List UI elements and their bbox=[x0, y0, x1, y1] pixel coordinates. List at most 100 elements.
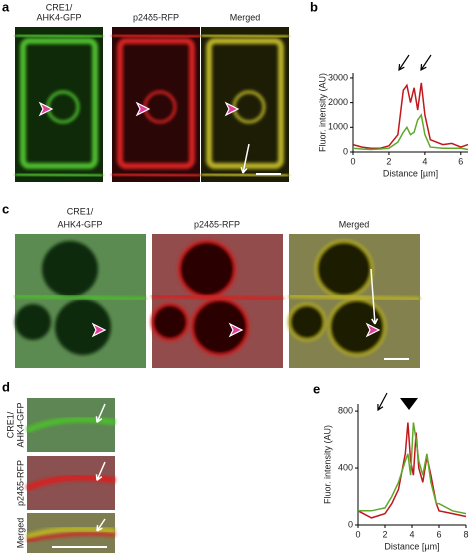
image-title: AHK4-GFP bbox=[15, 402, 25, 447]
x-tick-label: 0 bbox=[350, 156, 355, 166]
cell-wall bbox=[111, 33, 201, 39]
x-tick-label: 2 bbox=[382, 529, 387, 539]
y-tick-label: 1000 bbox=[328, 122, 348, 132]
x-tick-label: 6 bbox=[458, 156, 463, 166]
image-title: Merged bbox=[15, 518, 25, 549]
arrowhead bbox=[228, 322, 244, 338]
cell-wall bbox=[14, 172, 104, 178]
arrow-tip bbox=[96, 524, 103, 532]
membrane bbox=[25, 416, 116, 434]
y-tick-label: 0 bbox=[343, 146, 348, 156]
image-title: CRE1/ bbox=[5, 411, 15, 438]
cell-wall bbox=[200, 33, 290, 39]
cell-wall bbox=[14, 33, 104, 39]
annotation-arrow bbox=[398, 54, 410, 71]
nucleus bbox=[287, 302, 327, 342]
micrograph bbox=[111, 27, 201, 182]
arrowhead bbox=[224, 101, 240, 117]
arrow-tip bbox=[95, 474, 103, 481]
x-tick-label: 4 bbox=[409, 529, 414, 539]
cell-wall bbox=[151, 294, 284, 301]
image-title: AHK4-GFP bbox=[57, 219, 102, 229]
image-bg bbox=[112, 27, 200, 182]
x-tick-label: 0 bbox=[355, 529, 360, 539]
arrow bbox=[370, 268, 376, 325]
image-title: CRE1/ bbox=[67, 206, 94, 216]
image-title: CRE1/ bbox=[46, 2, 73, 12]
arrow bbox=[96, 403, 106, 423]
nucleus bbox=[314, 239, 374, 299]
y-tick-label: 0 bbox=[348, 519, 353, 529]
membrane bbox=[26, 526, 116, 540]
arrow bbox=[96, 461, 106, 481]
y-tick-label: 800 bbox=[338, 405, 353, 415]
micrograph bbox=[287, 234, 421, 368]
arrow-tip bbox=[240, 167, 248, 174]
arrowhead bbox=[38, 101, 54, 117]
cell-wall bbox=[288, 294, 421, 301]
image-bg bbox=[15, 27, 103, 182]
micrograph bbox=[14, 234, 147, 368]
arrow-tip bbox=[371, 318, 379, 325]
series-line bbox=[352, 113, 469, 151]
micrograph bbox=[26, 513, 116, 553]
image-title: p24δ5-RFP bbox=[194, 219, 240, 229]
x-axis-label: Distance [µm] bbox=[383, 168, 438, 178]
series-line bbox=[358, 422, 467, 515]
annotation-arrow-tip bbox=[420, 63, 427, 72]
x-tick-label: 8 bbox=[463, 529, 468, 539]
y-tick-label: 3000 bbox=[328, 72, 348, 82]
micrograph bbox=[150, 234, 284, 368]
x-tick-label: 6 bbox=[436, 529, 441, 539]
panel-label: c bbox=[2, 201, 9, 216]
arrowhead bbox=[135, 101, 151, 117]
arrowhead bbox=[91, 322, 107, 338]
series-line bbox=[352, 82, 469, 150]
cell-wall bbox=[20, 38, 98, 169]
x-tick-label: 4 bbox=[422, 156, 427, 166]
arrowhead bbox=[365, 322, 381, 338]
nucleus bbox=[177, 239, 237, 299]
annotation-arrow-tip bbox=[377, 403, 384, 412]
y-tick-label: 400 bbox=[338, 462, 353, 472]
arrow bbox=[96, 518, 106, 532]
x-axis-label: Distance [µm] bbox=[384, 541, 439, 551]
micrograph bbox=[25, 456, 116, 510]
panel-label: b bbox=[310, 0, 318, 14]
arrow bbox=[242, 143, 250, 174]
y-axis-label: Fluor. intensity (AU) bbox=[322, 425, 332, 504]
cell-wall bbox=[200, 172, 290, 178]
nucleus bbox=[55, 299, 111, 355]
micrograph bbox=[25, 398, 116, 452]
micrograph bbox=[200, 27, 290, 182]
cell-wall bbox=[14, 294, 147, 301]
image-title: Merged bbox=[339, 219, 370, 229]
series-line bbox=[357, 422, 467, 519]
image-title: p24δ5-RFP bbox=[15, 460, 25, 506]
panel-label: a bbox=[2, 0, 10, 14]
micrograph bbox=[14, 27, 104, 182]
nucleus bbox=[327, 297, 387, 357]
x-tick-label: 2 bbox=[386, 156, 391, 166]
annotation-arrow bbox=[420, 54, 432, 71]
axes bbox=[352, 73, 468, 153]
membrane bbox=[26, 532, 116, 543]
panel-label: d bbox=[2, 379, 10, 394]
panel-label: e bbox=[313, 381, 320, 396]
cell-wall bbox=[117, 38, 195, 169]
image-bg bbox=[201, 27, 289, 182]
arrow-tip bbox=[95, 416, 103, 423]
nucleus bbox=[42, 241, 98, 297]
image-title: p24δ5-RFP bbox=[133, 12, 179, 22]
image-title: Merged bbox=[230, 12, 261, 22]
nucleus bbox=[150, 302, 190, 342]
cell-wall bbox=[111, 172, 201, 178]
annotation-arrow bbox=[377, 392, 388, 411]
y-tick-label: 2000 bbox=[328, 97, 348, 107]
nucleus bbox=[190, 297, 250, 357]
membrane bbox=[25, 474, 116, 492]
y-axis-label: Fluor. intensity (AU) bbox=[317, 73, 327, 152]
annotation-arrow-tip bbox=[398, 63, 405, 72]
image-title: AHK4-GFP bbox=[36, 12, 81, 22]
